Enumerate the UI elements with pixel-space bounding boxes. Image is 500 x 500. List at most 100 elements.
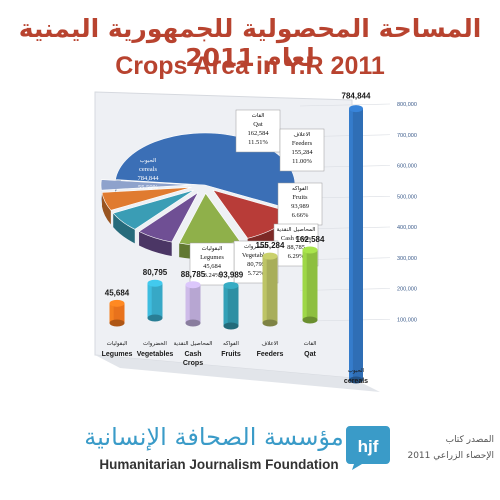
pie-label-english: Qat [253, 121, 263, 128]
bar-base [223, 322, 239, 330]
pie-label-arabic: الاعلاف [294, 132, 311, 138]
pie-label-arabic: الفواكه [292, 185, 308, 192]
y-tick-label: 200,000 [397, 287, 417, 293]
y-tick-label: 600,000 [397, 164, 417, 170]
bar-chart: 45,684 البقوليات Legumes 80,795 الخضروات Vege… [102, 92, 371, 385]
pie-label-percent: 6.29% [288, 253, 305, 260]
bar-value-label: 93,989 [219, 271, 244, 280]
source-note: المصدر كتاب الإحصاء الزراعي 2011 [396, 432, 494, 464]
category-label-english: Vegetables [137, 351, 174, 358]
pie-label-percent: 11.00% [292, 158, 312, 165]
organization-name-arabic: مؤسسة الصحافة الإنسانية [84, 423, 344, 451]
pie-label-arabic: المحاصيل النقدية [277, 227, 316, 233]
bar-top [109, 299, 125, 307]
pie-label-english: Vegetables [242, 252, 271, 259]
pie-label-percent: 11.51% [248, 139, 268, 146]
pie-label-fruits: الفواكه Fruits 93,989 6.66% [277, 182, 323, 226]
pie-label-value: 80,795 [247, 261, 265, 268]
pie-label-percent: 55.59% [138, 184, 159, 191]
bar-base [109, 319, 125, 327]
bar-highlight [147, 283, 152, 318]
bar-top [147, 279, 163, 287]
bar-category-fruits: الفواكه Fruits [221, 340, 241, 358]
bar-value-label: 80,795 [143, 268, 168, 277]
y-tick-label: 300,000 [397, 256, 417, 262]
category-label-english: Cash [184, 351, 201, 358]
pie-slice-vegetables [101, 187, 192, 211]
category-label-arabic: الفواكه [223, 340, 239, 347]
pie-label-value: 88,785 [287, 244, 305, 251]
category-label-english: Qat [304, 351, 316, 358]
category-label-arabic: الاعلاف [262, 341, 279, 347]
category-label-arabic: البقوليات [107, 341, 128, 347]
bar-highlight [302, 250, 307, 320]
category-label-arabic: القات [304, 341, 317, 347]
bar-base [349, 376, 363, 384]
pie-slice-fruits [138, 192, 199, 243]
pie-label-english: cereals [139, 166, 158, 173]
bar-highlight [185, 284, 190, 323]
bar-category-cash: المحاصيل النقدية Cash Crops [174, 341, 213, 367]
pie-label-english: Legumes [200, 254, 224, 261]
pie-label-arabic: القات [252, 113, 265, 119]
bar-base [185, 319, 201, 327]
bar-feeders: 155,284 الاعلاف Feeders [256, 241, 285, 358]
pie-slice-side-fruits [139, 231, 172, 257]
pie-label-legumes: البقوليات Legumes 45,684 3.24% [189, 242, 235, 286]
bar-highlight [109, 303, 114, 323]
bar-base [302, 316, 318, 324]
bar-highlight [223, 285, 228, 326]
y-tick-label: 100,000 [397, 317, 417, 323]
category-label-arabic: الحبوب [348, 368, 365, 374]
bar-top [223, 282, 239, 290]
bar-value-label: 155,284 [256, 241, 285, 250]
category-label-english-extra: Crops [183, 360, 203, 367]
category-label-english: Legumes [102, 351, 133, 358]
source-line-1: المصدر كتاب [445, 435, 494, 445]
pie-label-feeders: الاعلاف Feeders 155,284 11.00% [279, 128, 325, 172]
logo-text: hjf [358, 437, 379, 456]
pie-label-value: 784,844 [137, 175, 159, 182]
bar-top [262, 252, 278, 260]
pie-label-arabic: الخضروات [244, 244, 268, 250]
pie-label-box [279, 128, 325, 172]
pie-label-arabic: الحبوب [140, 158, 157, 164]
pie-label-value: 93,989 [291, 203, 309, 210]
bar-top [349, 105, 363, 113]
pie-label-box [189, 242, 235, 286]
bar-cereals: 784,844 الحبوب cereals [342, 92, 371, 385]
bar-fruits: 93,989 الفواكه Fruits [219, 271, 244, 358]
bar-base [262, 319, 278, 327]
category-label-arabic: الخضروات [143, 341, 167, 347]
crops-chart: 100,000 200,000 300,000 400,000 500,000 600,0… [94, 91, 417, 392]
pie-slice-side-cash-crops [113, 213, 135, 244]
bar-legumes: 45,684 البقوليات Legumes [102, 288, 133, 358]
bar-base [147, 314, 163, 322]
bar-value-label: 162,584 [296, 235, 325, 244]
hjf-logo-icon: hjf [346, 426, 390, 470]
pie-label-qat: القات Qat 162,584 11.51% [235, 109, 281, 153]
bar-value-label: 88,785 [181, 270, 206, 279]
pie-label-box [235, 109, 281, 153]
bar-vegetables: 80,795 الخضروات Vegetables [137, 268, 174, 358]
pie-label-english: Cash Crops [281, 235, 312, 242]
y-tick-label: 500,000 [397, 194, 417, 200]
pie-label-arabic: البقوليات [202, 246, 223, 252]
bar-cash: 88,785 المحاصيل النقدية Cash Crops [174, 270, 213, 367]
pie-label-box [277, 182, 323, 226]
pie-slice-legumes [100, 179, 192, 191]
pie-slice-cash-crops [112, 189, 195, 230]
title-english: Crops Area in Y.R 2011 [115, 52, 385, 80]
bar-category-cereals: الحبوب cereals [344, 368, 368, 385]
plot-floor [95, 355, 380, 392]
category-label-english: Feeders [257, 351, 284, 358]
bar-category-legumes: البقوليات Legumes [102, 341, 133, 358]
category-label-arabic: المحاصيل النقدية [174, 341, 213, 347]
bar-category-feeders: الاعلاف Feeders [257, 341, 284, 358]
bar-highlight [262, 256, 267, 323]
y-tick-label: 700,000 [397, 133, 417, 139]
pie-label-percent: 6.66% [292, 212, 309, 219]
category-label-english: cereals [344, 378, 368, 385]
pie-chart: الحبوب cereals 784,844 55.59% القات Qat 162,58… [100, 109, 325, 286]
pie-label-english: Feeders [292, 140, 313, 147]
